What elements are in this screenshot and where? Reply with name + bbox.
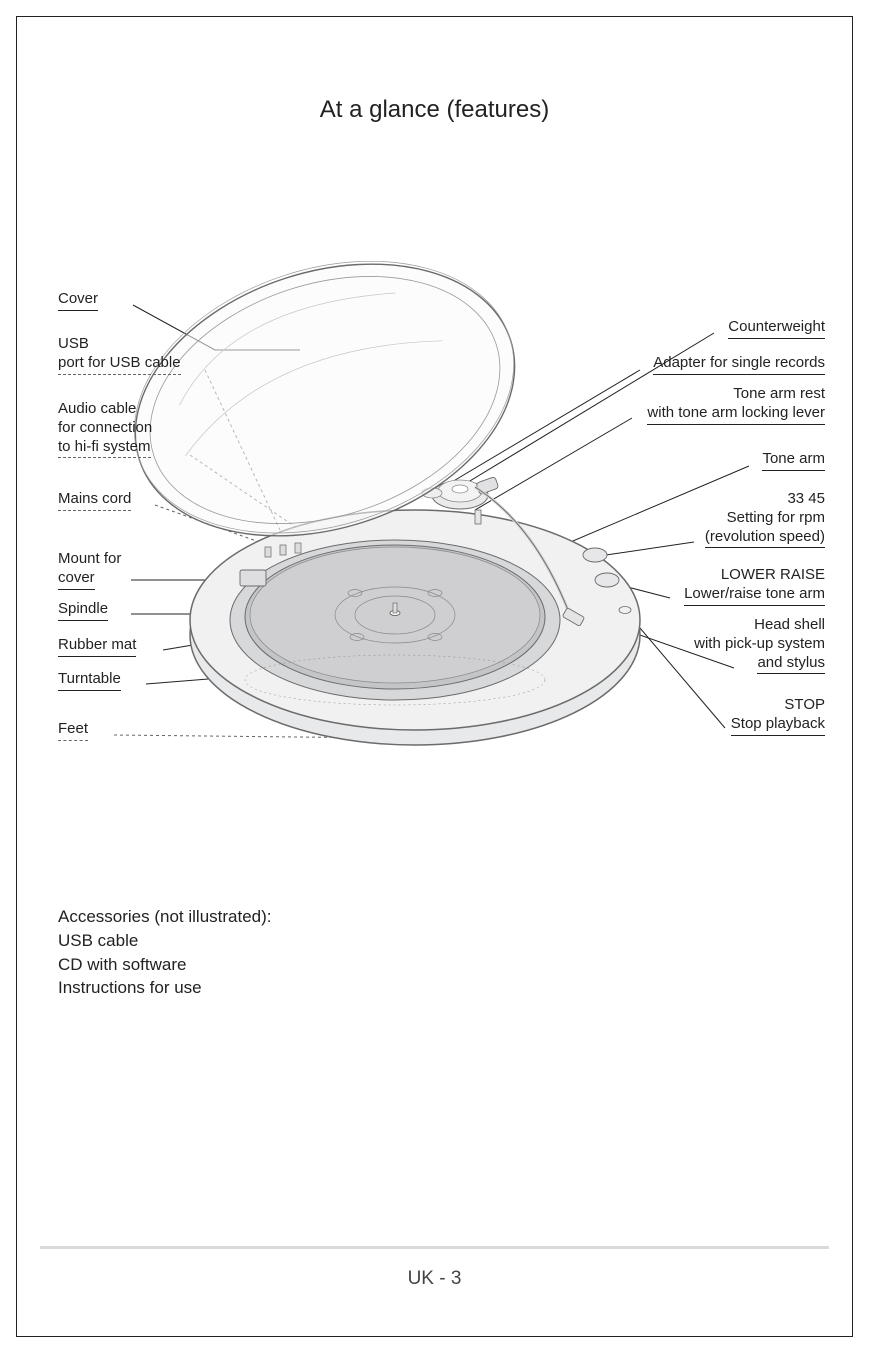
label-lowerraise: LOWER RAISELower/raise tone arm <box>565 566 825 606</box>
accessories-block: Accessories (not illustrated): USB cable… <box>58 905 272 1000</box>
label-feet: Feet <box>58 720 88 741</box>
label-rpm: 33 45Setting for rpm(revolution speed) <box>565 490 825 548</box>
label-stop: STOPStop playback <box>565 696 825 736</box>
accessories-item: Instructions for use <box>58 976 272 1000</box>
footer-page-number: UK - 3 <box>0 1268 869 1290</box>
page-border <box>16 16 853 1337</box>
label-turntable: Turntable <box>58 670 121 691</box>
label-headshell: Head shellwith pick-up systemand stylus <box>565 616 825 674</box>
label-adapter: Adapter for single records <box>565 354 825 375</box>
accessories-item: CD with software <box>58 953 272 977</box>
label-mains: Mains cord <box>58 490 131 511</box>
label-cover: Cover <box>58 290 98 311</box>
label-audio: Audio cablefor connectionto hi-fi system <box>58 400 152 458</box>
accessories-item: USB cable <box>58 929 272 953</box>
page-title: At a glance (features) <box>0 96 869 124</box>
label-rubber: Rubber mat <box>58 636 136 657</box>
label-usb: USBport for USB cable <box>58 335 181 375</box>
footer-divider <box>40 1246 829 1249</box>
label-tonearmrest: Tone arm restwith tone arm locking lever <box>565 385 825 425</box>
label-tonearm: Tone arm <box>565 450 825 471</box>
label-spindle: Spindle <box>58 600 108 621</box>
label-counterweight: Counterweight <box>565 318 825 339</box>
accessories-heading: Accessories (not illustrated): <box>58 905 272 929</box>
label-mount: Mount forcover <box>58 550 121 590</box>
